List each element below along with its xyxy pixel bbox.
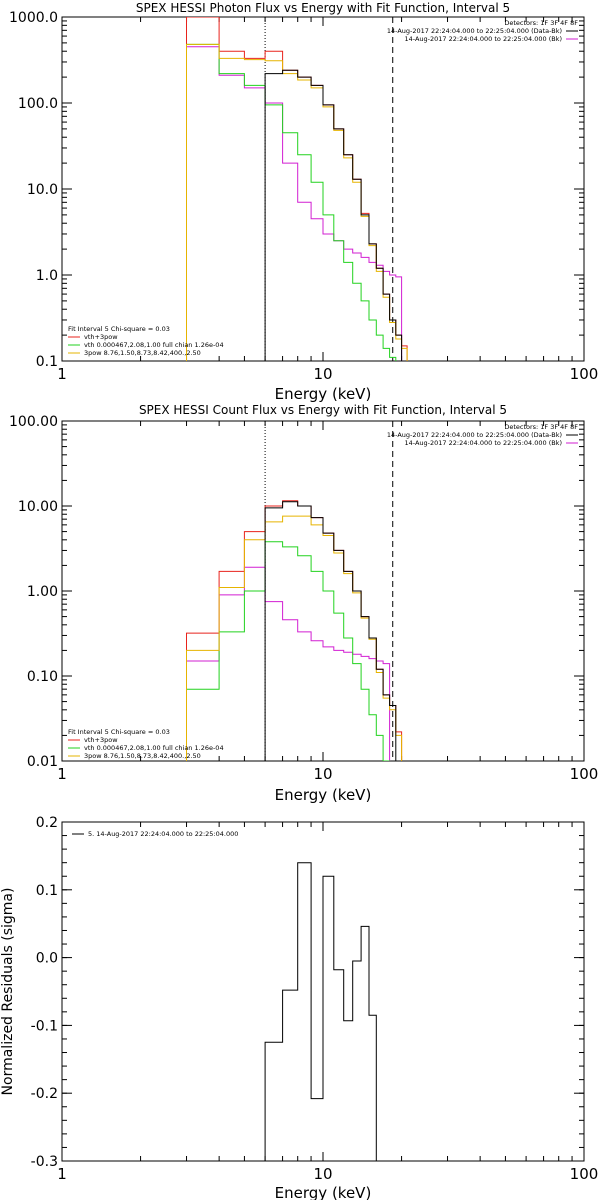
x-tick-label: 10 [313, 1165, 332, 1183]
y-tick-label: 0.1 [36, 354, 58, 370]
legend-entry: Fit Interval 5 Chi-square = 0.03 [68, 325, 170, 333]
series-green-line [186, 541, 391, 761]
x-tick-label: 1 [57, 765, 67, 783]
y-tick-label: 100.0 [18, 96, 58, 112]
x-axis-label: Energy (keV) [275, 786, 372, 804]
x-tick-label: 100 [570, 365, 599, 383]
y-tick-label: 1.00 [27, 584, 58, 600]
series-green-line [186, 43, 397, 361]
y-tick-label: 10.00 [18, 499, 58, 515]
series-magenta-line [186, 46, 403, 361]
y-tick-label: 0.0 [36, 951, 58, 967]
legend-entry: 14-Aug-2017 22:24:04.000 to 22:25:04.000… [387, 27, 562, 35]
legend-entry: 14-Aug-2017 22:24:04.000 to 22:25:04.000… [387, 431, 562, 439]
y-tick-label: 0.1 [36, 883, 58, 899]
legend-entry: Detectors: 1F 3F 4F 8F [504, 423, 578, 431]
legend-entry: 3pow 8.76,1.50,8.73,8.42,400.,2.50 [84, 349, 201, 357]
x-tick-label: 1 [57, 365, 67, 383]
legend-entry: Fit Interval 5 Chi-square = 0.03 [68, 728, 170, 736]
chart-title: SPEX HESSI Photon Flux vs Energy with Fi… [136, 1, 510, 15]
legend-entry: vth+3pow [84, 736, 118, 744]
y-tick-label: 0.01 [27, 754, 58, 770]
y-tick-label: 0.2 [36, 815, 58, 831]
y-tick-label: -0.2 [31, 1086, 58, 1102]
x-tick-label: 1 [57, 1165, 67, 1183]
x-axis-label: Energy (keV) [275, 385, 372, 403]
series-yellow-line [186, 43, 408, 361]
series-black-line [264, 501, 397, 761]
series-yellow-line [186, 515, 403, 761]
legend-entry: 14-Aug-2017 22:24:04.000 to 22:25:04.000… [405, 35, 562, 43]
y-tick-label: 1000.0 [9, 10, 58, 26]
series-group [186, 17, 408, 361]
series-group [186, 500, 403, 761]
x-axis-label: Energy (keV) [275, 1184, 372, 1200]
x-tick-label: 10 [313, 765, 332, 783]
x-tick-label: 100 [570, 1165, 599, 1183]
y-axis-label: Normalized Residuals (sigma) [0, 888, 16, 1096]
legend-entry: vth 0.000467,2.08,1.00 full chian 1.26e-… [84, 341, 224, 349]
y-tick-label: -0.1 [31, 1018, 58, 1034]
y-tick-label: 100.00 [9, 414, 58, 430]
x-tick-label: 10 [313, 365, 332, 383]
series-magenta-line [186, 566, 391, 761]
series-black-line [264, 69, 403, 361]
legend-entry: Detectors: 1F 3F 4F 8F [504, 19, 578, 27]
legend-entry: 3pow 8.76,1.50,8.73,8.42,400.,2.50 [84, 752, 201, 760]
legend-entry: 5. 14-Aug-2017 22:24:04.000 to 22:25:04.… [88, 830, 238, 838]
legend-entry: vth 0.000467,2.08,1.00 full chian 1.26e-… [84, 744, 224, 752]
series-black-line [264, 862, 377, 1161]
legend-entry: 14-Aug-2017 22:24:04.000 to 22:25:04.000… [405, 439, 562, 447]
y-tick-label: -0.3 [31, 1154, 58, 1170]
series-group [264, 862, 377, 1161]
legend-entry: vth+3pow [84, 333, 118, 341]
chart-title: SPEX HESSI Count Flux vs Energy with Fit… [139, 403, 507, 417]
y-tick-label: 0.10 [27, 669, 58, 685]
y-tick-label: 10.0 [27, 182, 58, 198]
x-tick-label: 100 [570, 765, 599, 783]
y-tick-label: 1.0 [36, 268, 58, 284]
